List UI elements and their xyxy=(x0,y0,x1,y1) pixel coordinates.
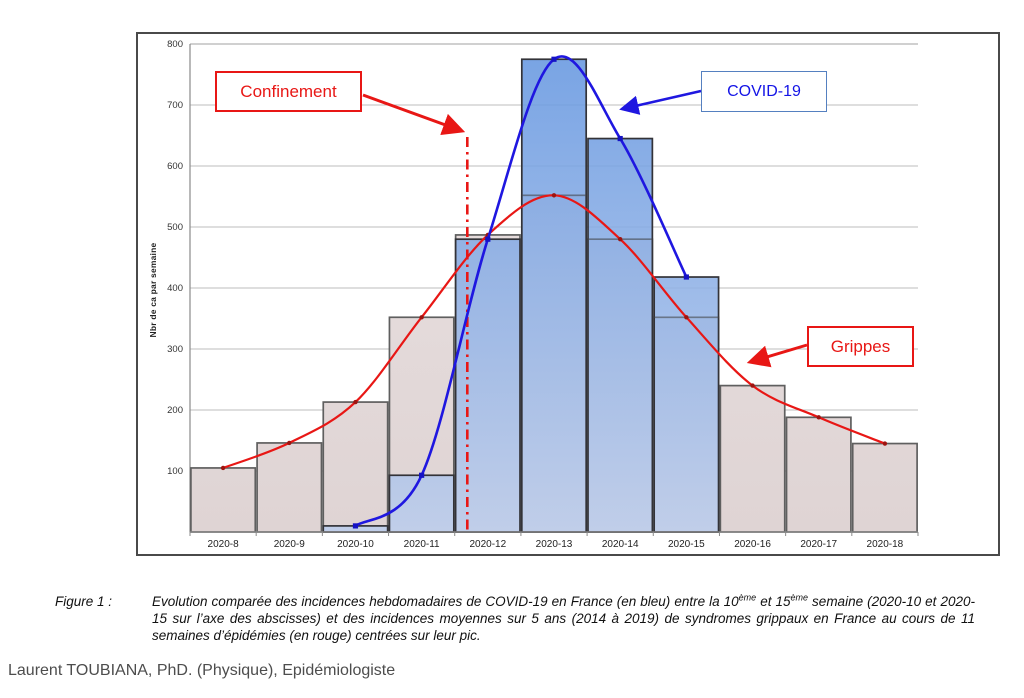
y-tick-label: 700 xyxy=(167,100,183,111)
x-category-label: 2020-10 xyxy=(337,539,374,550)
caption-figure-label: Figure 1 : xyxy=(55,594,113,609)
y-tick-label: 300 xyxy=(167,344,183,355)
caption-segment: semaine (2020-10 et 2020-15 sur l’axe de… xyxy=(152,594,975,643)
grippes-point xyxy=(750,383,755,388)
covid-point xyxy=(352,523,359,529)
covid-bar xyxy=(653,276,720,533)
x-category-label: 2020-14 xyxy=(602,539,639,550)
y-tick-label: 100 xyxy=(167,466,183,477)
covid-callout: COVID-19 xyxy=(701,71,827,112)
covid-bar xyxy=(388,474,455,533)
y-tick-label: 400 xyxy=(167,283,183,294)
covid-label: COVID-19 xyxy=(727,82,801,100)
x-category-label: 2020-9 xyxy=(274,539,306,550)
grippes-arrow xyxy=(746,343,808,368)
grippes-point xyxy=(220,465,226,471)
grippes-point xyxy=(684,315,689,320)
caption-segment: et 15 xyxy=(756,594,791,609)
grippes-point xyxy=(551,193,557,198)
caption-segment: Evolution comparée des incidences hebdom… xyxy=(152,594,739,609)
grippes-point xyxy=(617,237,623,242)
covid-bar xyxy=(520,58,588,533)
caption-text: Evolution comparée des incidences hebdom… xyxy=(152,593,975,644)
x-category-label: 2020-11 xyxy=(404,539,440,550)
grippes-label: Grippes xyxy=(830,336,891,356)
grippes-bar xyxy=(322,401,389,533)
y-tick-label: 200 xyxy=(167,405,183,416)
x-category-label: 2020-12 xyxy=(469,539,506,550)
covid-bar xyxy=(454,238,521,533)
x-category-label: 2020-17 xyxy=(800,539,837,550)
caption-superscript: ème xyxy=(738,592,757,603)
grippes-bar xyxy=(190,467,257,533)
figure-frame: 100 200 300 400 500 600 700 800 2020-8 2020-9 2020… xyxy=(136,32,1000,556)
grippes-bar xyxy=(851,442,918,533)
covid-arrow xyxy=(619,89,702,115)
x-category-label: 2020-8 xyxy=(208,539,240,550)
covid-point xyxy=(551,56,557,62)
x-category-label: 2020-13 xyxy=(536,539,573,550)
covid-point xyxy=(485,236,491,242)
confinement-arrow xyxy=(362,93,466,136)
covid-point xyxy=(683,274,689,280)
grippes-point xyxy=(419,315,424,320)
caption-superscript: ème xyxy=(790,592,809,603)
x-category-label: 2020-16 xyxy=(734,539,771,550)
x-category-label: 2020-18 xyxy=(867,539,904,550)
grippes-bar xyxy=(785,416,852,533)
grippes-point xyxy=(287,440,292,446)
figure-caption: Figure 1 : Evolution comparée des incide… xyxy=(55,593,975,644)
covid-point xyxy=(617,135,623,142)
confinement-label: Confinement xyxy=(240,81,337,101)
chart-canvas: 100 200 300 400 500 600 700 800 2020-8 2020-9 2020… xyxy=(167,39,919,550)
y-tick-label: 600 xyxy=(167,161,183,172)
y-tick-label: 500 xyxy=(167,222,183,233)
grippes-point xyxy=(353,399,358,405)
covid-point xyxy=(419,472,425,478)
grippes-point xyxy=(882,441,888,446)
covid-bar xyxy=(587,137,654,533)
x-category-label: 2020-15 xyxy=(668,539,705,550)
grippes-callout: Grippes xyxy=(807,326,914,367)
grippes-point xyxy=(816,415,821,420)
confinement-callout: Confinement xyxy=(215,71,362,112)
y-axis-title: Nbr de ca par semaine xyxy=(148,242,158,338)
grippes-bar xyxy=(256,442,323,533)
grippes-bar xyxy=(719,384,786,533)
y-tick-label: 800 xyxy=(167,39,183,50)
attribution-line: Laurent TOUBIANA, PhD. (Physique), Epidé… xyxy=(8,662,396,679)
